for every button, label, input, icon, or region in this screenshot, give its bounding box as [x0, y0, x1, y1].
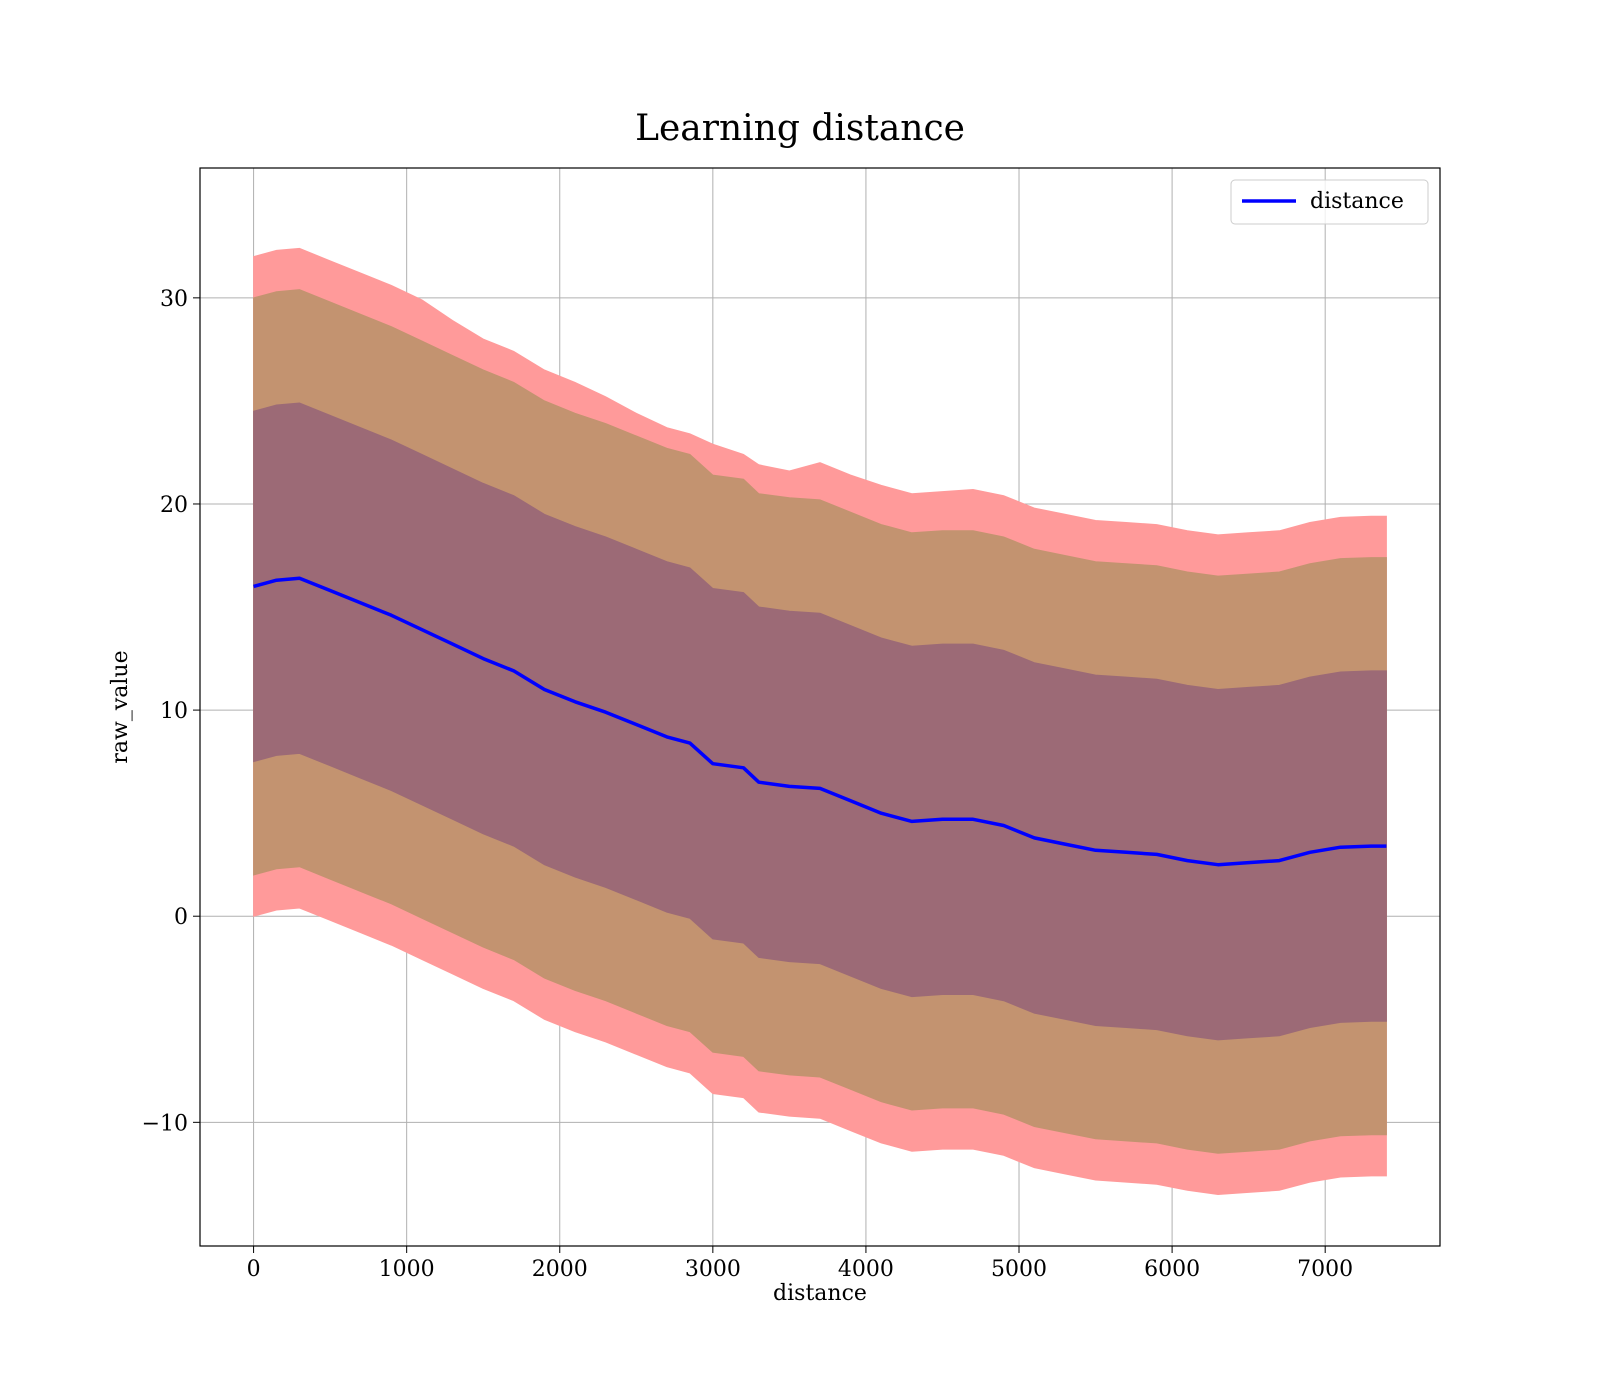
- band-2: [253, 402, 1387, 1041]
- y-tick-label-2: 10: [160, 699, 188, 724]
- y-tick-label-3: 20: [160, 493, 188, 518]
- y-tick-label-1: 0: [174, 905, 188, 930]
- legend: distance: [1230, 179, 1429, 225]
- x-tick-label-0: 0: [247, 1257, 261, 1282]
- legend-box: [1230, 179, 1429, 225]
- x-tick-label-1: 1000: [379, 1257, 435, 1282]
- x-tick-label-2: 2000: [532, 1257, 588, 1282]
- x-tick-label-7: 7000: [1297, 1257, 1353, 1282]
- series-line-0: [253, 576, 1387, 867]
- x-tick-label-3: 3000: [685, 1257, 741, 1282]
- x-tick-label-6: 6000: [1144, 1257, 1200, 1282]
- plot-frame: [199, 167, 1441, 1247]
- series-lines: [253, 576, 1387, 867]
- x-axis-label: distance: [773, 1281, 867, 1306]
- y-axis-label: raw_value: [108, 650, 133, 763]
- x-tick-label-4: 4000: [838, 1257, 894, 1282]
- chart-title: Learning distance: [635, 108, 965, 149]
- y-axis-ticks: −10 0 10 20 30: [142, 287, 200, 1136]
- x-axis-ticks: 0 1000 2000 3000 4000 5000 6000 7000: [247, 1246, 1353, 1282]
- legend-label-distance: distance: [1310, 189, 1404, 214]
- y-tick-label-0: −10: [142, 1111, 188, 1136]
- y-tick-label-4: 30: [160, 287, 188, 312]
- confidence-bands: [253, 247, 1387, 1196]
- x-tick-label-5: 5000: [991, 1257, 1047, 1282]
